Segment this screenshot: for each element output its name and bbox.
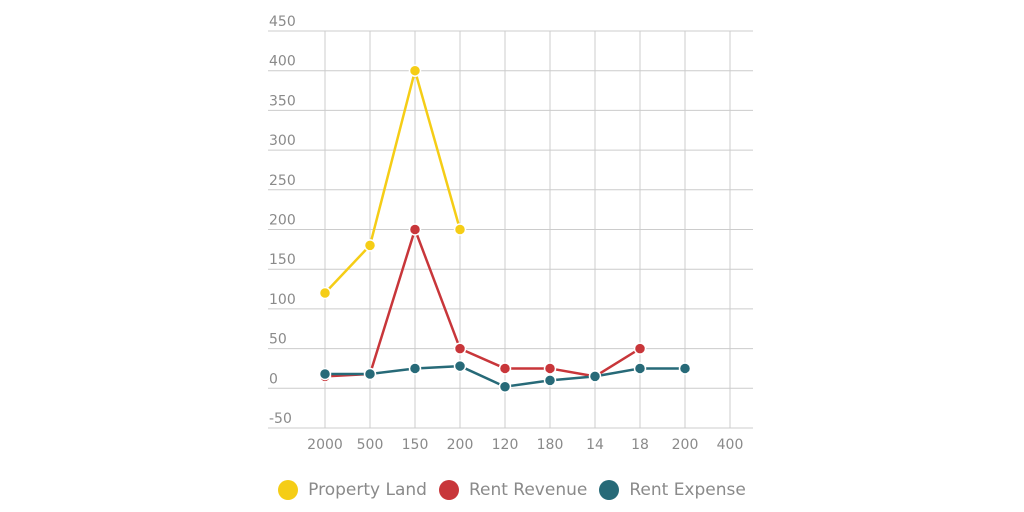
y-tick-label: 50 (269, 332, 287, 348)
data-point[interactable] (453, 342, 467, 355)
data-point[interactable] (633, 342, 647, 355)
legend-item-rent-expense[interactable]: Rent Expense (599, 480, 746, 500)
legend-item-property-land[interactable]: Property Land (278, 480, 427, 500)
y-tick-label: 250 (269, 173, 296, 189)
x-axis-ticks: 2000 500 150 200 120 180 14 18 200 400 (307, 437, 743, 453)
x-tick-label: 200 (672, 437, 699, 453)
series-property-land (318, 64, 467, 300)
y-tick-label: -50 (269, 411, 292, 427)
data-point[interactable] (543, 362, 557, 375)
y-tick-label: 150 (269, 252, 296, 268)
data-point[interactable] (498, 362, 512, 375)
data-point[interactable] (453, 223, 467, 236)
x-tick-label: 14 (586, 437, 604, 453)
x-tick-label: 120 (492, 437, 519, 453)
x-tick-label: 150 (402, 437, 429, 453)
data-point[interactable] (318, 367, 332, 381)
x-tick-label: 400 (717, 437, 744, 453)
data-point[interactable] (363, 239, 377, 252)
data-point[interactable] (363, 367, 377, 381)
legend-item-rent-revenue[interactable]: Rent Revenue (438, 480, 588, 500)
legend-label: Rent Expense (629, 480, 746, 500)
legend-label: Rent Revenue (468, 480, 588, 500)
legend-marker-icon (278, 480, 299, 500)
data-point[interactable] (318, 286, 332, 300)
x-tick-label: 18 (631, 437, 649, 453)
data-point[interactable] (588, 370, 602, 383)
x-tick-label: 500 (357, 437, 384, 453)
legend-marker-icon (599, 480, 620, 500)
data-point[interactable] (633, 362, 647, 375)
x-tick-label: 180 (537, 437, 564, 453)
y-axis-ticks: -50 0 50 100 150 200 250 300 350 400 450 (269, 14, 296, 427)
legend-marker-icon (438, 480, 459, 500)
data-point[interactable] (543, 374, 557, 387)
y-tick-label: 0 (269, 371, 278, 387)
series-line (324, 69, 462, 294)
x-tick-label: 200 (447, 437, 474, 453)
y-tick-label: 350 (269, 93, 296, 109)
x-tick-label: 2000 (307, 437, 343, 453)
data-point[interactable] (408, 223, 422, 236)
y-tick-label: 450 (269, 14, 296, 30)
data-point[interactable] (453, 359, 467, 373)
legend-label: Property Land (308, 480, 427, 500)
y-tick-label: 400 (269, 54, 296, 70)
series-lines (318, 64, 692, 393)
data-point[interactable] (498, 380, 512, 393)
data-point[interactable] (678, 362, 692, 375)
series-line (324, 228, 641, 378)
y-tick-label: 300 (269, 133, 296, 149)
y-tick-label: 100 (269, 292, 296, 308)
legend: Property Land Rent Revenue Rent Expense (0, 476, 1024, 504)
series-rent-expense (318, 359, 692, 393)
data-point[interactable] (408, 64, 422, 77)
data-point[interactable] (408, 362, 422, 375)
y-tick-label: 200 (269, 213, 296, 229)
